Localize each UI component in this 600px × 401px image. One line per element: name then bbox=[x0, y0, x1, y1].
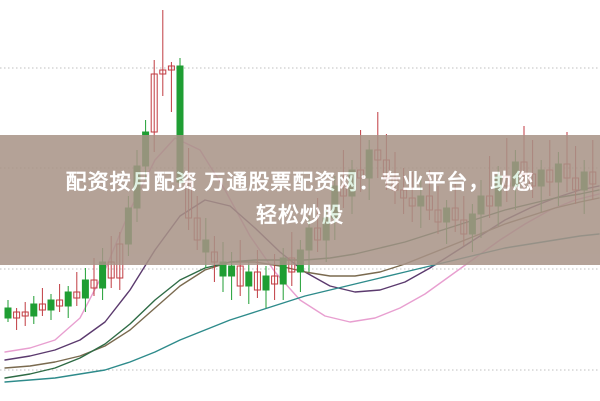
candle-body bbox=[4, 307, 12, 319]
candle-body bbox=[90, 279, 98, 289]
candle-body bbox=[167, 65, 175, 71]
candle-body bbox=[56, 299, 64, 307]
candle-body bbox=[253, 271, 261, 291]
candle-body bbox=[30, 303, 38, 317]
candle-body bbox=[81, 279, 89, 299]
candle-body bbox=[245, 271, 253, 287]
candle-body bbox=[13, 311, 21, 319]
candle-body bbox=[228, 265, 236, 277]
candle-body bbox=[47, 299, 55, 311]
candle-body bbox=[159, 69, 167, 75]
candle-body bbox=[21, 311, 29, 317]
candle-body bbox=[73, 291, 81, 299]
candle-body bbox=[99, 261, 107, 289]
watermark-overlay-band: 配资按月配资 万通股票配资网：专业平台，助您 轻松炒股 bbox=[0, 135, 600, 265]
candle-body bbox=[150, 73, 158, 133]
candle-body bbox=[262, 275, 270, 291]
watermark-line-1: 配资按月配资 万通股票配资网：专业平台，助您 bbox=[65, 171, 535, 195]
candle-body bbox=[271, 275, 279, 285]
candle-body bbox=[236, 265, 244, 287]
candle-body bbox=[64, 291, 72, 307]
watermark-line-2: 轻松炒股 bbox=[256, 204, 344, 227]
candle-body bbox=[38, 303, 46, 311]
